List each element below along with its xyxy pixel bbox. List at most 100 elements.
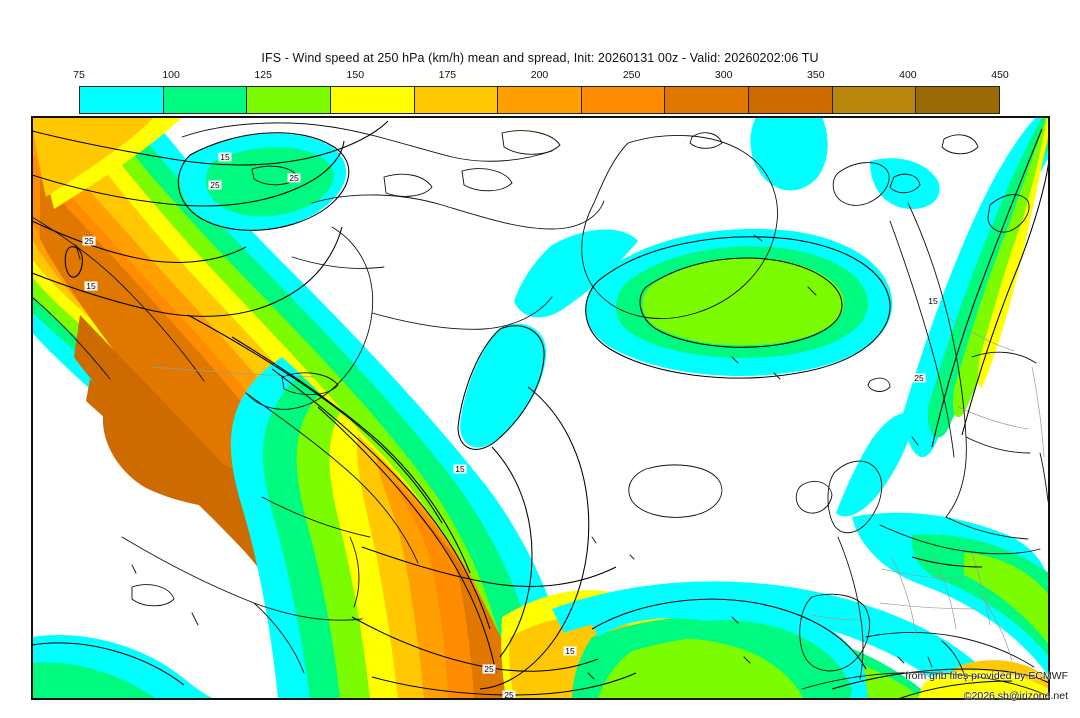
coast-pacific-sw bbox=[32, 296, 111, 380]
contour-mid-diag-1 bbox=[187, 314, 443, 524]
contour-label-bg-11 bbox=[926, 296, 940, 306]
contour-nw-small-blob bbox=[64, 246, 83, 278]
contour-iberia-ring bbox=[591, 598, 867, 670]
band-ne-top-cyan bbox=[750, 117, 828, 191]
coast-smallisl7 bbox=[131, 564, 137, 574]
contour-label: 15 bbox=[928, 296, 938, 306]
coast-africa-n bbox=[801, 672, 1047, 696]
coast-can-east bbox=[291, 256, 385, 269]
contour-spread-ring2 bbox=[639, 257, 843, 348]
contour-label-bg-5 bbox=[453, 464, 467, 474]
colorbar-band-3 bbox=[329, 87, 414, 113]
contour-25-nw-left bbox=[32, 220, 247, 263]
coast-smallisl2 bbox=[807, 286, 817, 296]
contour-label: 15 bbox=[565, 646, 575, 656]
border-scand-1 bbox=[947, 316, 1015, 352]
band-europe-green bbox=[911, 534, 1049, 657]
coastline-layer bbox=[32, 122, 1049, 696]
coast-labrador bbox=[371, 296, 553, 330]
contour-label-bg-7 bbox=[482, 664, 496, 674]
border-russia-1 bbox=[1031, 366, 1045, 458]
contour-label-bg-4 bbox=[84, 281, 98, 291]
band-spread-tail-cyan bbox=[514, 229, 638, 318]
coast-usa-florida bbox=[349, 536, 360, 608]
band-iberia-green bbox=[636, 620, 852, 699]
contour-label-bg-3 bbox=[82, 236, 96, 246]
border-europe-3 bbox=[971, 552, 991, 626]
contour-mid-diag-3 bbox=[271, 368, 491, 630]
colorbar-band-4 bbox=[413, 87, 498, 113]
border-iberia bbox=[811, 614, 865, 621]
border-usa-canada bbox=[151, 366, 315, 378]
contour-25-atlantic bbox=[351, 616, 599, 672]
contour-label-bg-0 bbox=[218, 152, 232, 162]
colorbar-band-8 bbox=[748, 87, 832, 113]
coast-uk bbox=[827, 460, 883, 534]
border-europe-2 bbox=[931, 552, 957, 630]
band-hudson-green bbox=[205, 147, 334, 217]
band-midleft-cyan bbox=[460, 323, 547, 448]
coast-usa-east bbox=[245, 392, 419, 564]
border-balkans bbox=[981, 596, 1013, 662]
border-europe-1 bbox=[891, 556, 917, 636]
map-canvas[interactable]: 1525252515151525251525152515 bbox=[31, 116, 1050, 700]
coast-norway bbox=[907, 202, 967, 518]
contour-label-layer: 1525252515151525251525152515 bbox=[82, 152, 940, 699]
contour-25-nw-top bbox=[32, 140, 345, 207]
contour-25-se bbox=[897, 680, 1013, 699]
contour-label-bg-10 bbox=[912, 373, 926, 383]
contour-label: 15 bbox=[86, 281, 96, 291]
colorbar-tick-450: 450 bbox=[991, 69, 1009, 81]
contour-atl-loop2 bbox=[491, 446, 533, 658]
band-spread-yg bbox=[642, 258, 844, 346]
contour-15-nw-top bbox=[32, 120, 389, 166]
colorbar-band-5 bbox=[497, 87, 581, 113]
coast-hudson-bay bbox=[245, 226, 374, 410]
colorbar-band-10 bbox=[915, 87, 1000, 113]
coast-europe-west bbox=[837, 536, 864, 680]
contour-label-bg-2 bbox=[287, 173, 301, 183]
band-se-yellow bbox=[918, 670, 1049, 699]
coast-centralamer bbox=[253, 602, 305, 674]
band-europe-yg bbox=[964, 553, 1049, 645]
coast-svalbard bbox=[832, 162, 890, 206]
coast-russia-north bbox=[1039, 452, 1049, 502]
coast-canada-north bbox=[311, 194, 605, 230]
coast-canada-arctic bbox=[181, 122, 553, 162]
coast-svalbard2 bbox=[889, 173, 921, 194]
colorbar-tick-300: 300 bbox=[714, 69, 733, 81]
credit-copyright: ©2026 sb@irizone.net bbox=[963, 690, 1068, 702]
coast-kola bbox=[971, 351, 1037, 364]
contour-15-south bbox=[371, 672, 637, 696]
contour-label: 25 bbox=[484, 664, 494, 674]
contour-scand-jet2 bbox=[961, 160, 1049, 436]
colorbar-tick-150: 150 bbox=[346, 69, 365, 81]
border-layer bbox=[151, 316, 1045, 662]
coast-smallisl1 bbox=[689, 132, 723, 149]
coast-balearic bbox=[897, 656, 905, 664]
coast-smallisl5 bbox=[911, 436, 919, 446]
contour-spread-ring1 bbox=[585, 236, 891, 379]
contour-mid-diag-4 bbox=[317, 406, 497, 674]
contour-label: 25 bbox=[210, 180, 220, 190]
band-atlantic-jet-core bbox=[414, 509, 520, 699]
band-nw-corner-gold bbox=[32, 117, 154, 197]
page-title: IFS - Wind speed at 250 hPa (km/h) mean … bbox=[261, 51, 819, 65]
coast-greenland bbox=[581, 135, 778, 319]
contour-label: 15 bbox=[220, 152, 230, 162]
contour-15-se bbox=[831, 668, 1049, 690]
border-europe-5 bbox=[879, 602, 977, 610]
coast-smallisl3 bbox=[731, 356, 739, 364]
colorbar-tick-400: 400 bbox=[899, 69, 917, 81]
band-scand-cyan-left-tail bbox=[836, 413, 916, 517]
map-svg: 1525252515151525251525152515 bbox=[32, 117, 1049, 699]
coast-can-isl1 bbox=[383, 173, 433, 197]
colorbar-band-0 bbox=[80, 87, 163, 113]
contour-atl-loop bbox=[479, 386, 590, 690]
colorbar-ticks: 75 100 125 150 175 200 250 300 350 400 4… bbox=[73, 69, 1009, 85]
contour-mid-filament bbox=[457, 325, 545, 450]
colorbar-bands bbox=[79, 86, 1000, 114]
colorbar-band-7 bbox=[664, 87, 749, 113]
coast-carib-isl bbox=[131, 584, 175, 607]
coast-can-isl2 bbox=[461, 168, 513, 192]
